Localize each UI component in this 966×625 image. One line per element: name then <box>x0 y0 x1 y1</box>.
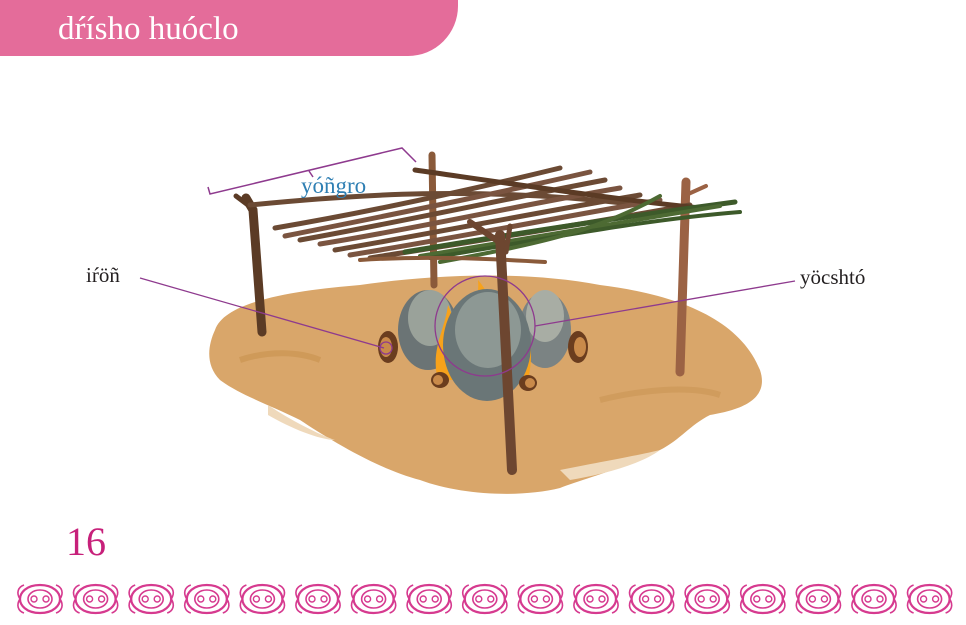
leader-line-fire <box>534 280 796 327</box>
ornament-motif-icon <box>739 583 786 615</box>
post-front <box>495 230 517 475</box>
ornament-motif-icon <box>183 583 230 615</box>
ornamental-border <box>16 583 953 615</box>
page-number: 16 <box>66 519 106 564</box>
ornament-motif-icon <box>684 583 731 615</box>
roof-label: yóñgro <box>301 173 367 198</box>
ornament-motif-icon <box>572 583 620 615</box>
page-title: dŕísho huóclo <box>58 11 239 47</box>
ornament-motif-icon <box>517 583 564 615</box>
ornament-motif-icon <box>72 583 119 615</box>
fire-label: yöcshtó <box>800 265 866 289</box>
ornament-motif-icon <box>350 583 397 615</box>
ornament-motif-icon <box>239 583 286 615</box>
post-back-left <box>241 193 267 337</box>
roof-sticks <box>247 165 742 264</box>
ornament-motif-icon <box>294 583 342 615</box>
ornament-motif-icon <box>16 583 64 615</box>
ornament-motif-icon <box>628 583 675 615</box>
ornament-motif-icon <box>906 583 953 615</box>
ornament-motif-icon <box>461 583 508 615</box>
roof-bracket <box>207 147 417 195</box>
leader-line-log <box>139 277 385 349</box>
post-back-middle <box>428 151 438 289</box>
log-label: iŕöñ <box>86 263 120 287</box>
ornament-motif-icon <box>128 583 175 615</box>
fire-highlight-circle <box>434 275 536 377</box>
ornament-motif-icon <box>795 583 842 615</box>
ornament-motif-icon <box>850 583 898 615</box>
ornament-motif-icon <box>406 583 453 615</box>
header-tab: dŕísho huóclo <box>0 0 458 56</box>
